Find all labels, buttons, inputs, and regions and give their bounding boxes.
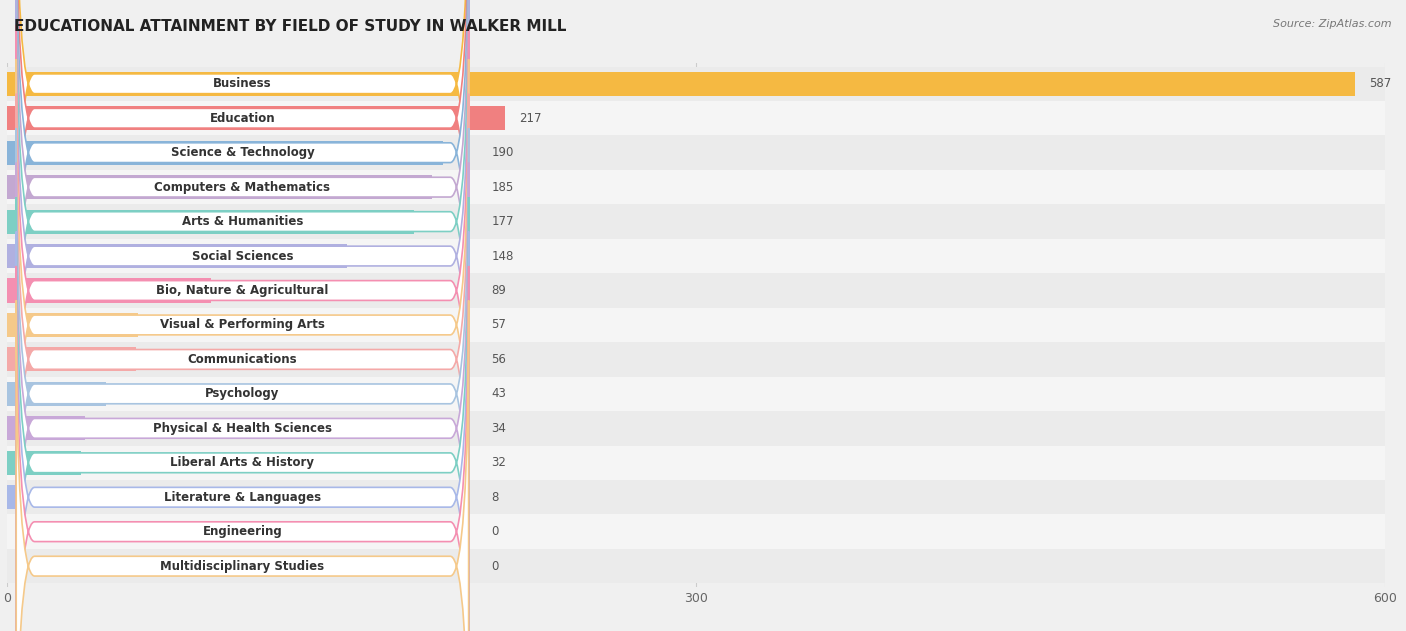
Bar	[7, 514, 1385, 549]
Bar	[7, 170, 1385, 204]
FancyBboxPatch shape	[17, 0, 468, 350]
Text: Engineering: Engineering	[202, 525, 283, 538]
Text: Computers & Mathematics: Computers & Mathematics	[155, 180, 330, 194]
Bar	[7, 342, 1385, 377]
Text: 43: 43	[492, 387, 506, 401]
Text: 32: 32	[492, 456, 506, 469]
Bar	[7, 141, 443, 165]
Bar	[7, 451, 80, 475]
Bar	[7, 416, 86, 440]
Bar	[7, 72, 1355, 96]
Text: Physical & Health Sciences: Physical & Health Sciences	[153, 422, 332, 435]
Text: 217: 217	[519, 112, 541, 125]
Bar	[7, 136, 1385, 170]
Text: 587: 587	[1369, 77, 1391, 90]
FancyBboxPatch shape	[17, 0, 468, 522]
Text: Liberal Arts & History: Liberal Arts & History	[170, 456, 315, 469]
Bar	[7, 66, 1385, 101]
Text: Science & Technology: Science & Technology	[170, 146, 315, 159]
FancyBboxPatch shape	[17, 0, 468, 453]
Text: 0: 0	[492, 525, 499, 538]
Bar	[7, 485, 25, 509]
FancyBboxPatch shape	[17, 128, 468, 631]
FancyBboxPatch shape	[17, 300, 468, 631]
Text: EDUCATIONAL ATTAINMENT BY FIELD OF STUDY IN WALKER MILL: EDUCATIONAL ATTAINMENT BY FIELD OF STUDY…	[14, 19, 567, 34]
Text: 190: 190	[492, 146, 515, 159]
Bar	[7, 101, 1385, 136]
Text: 185: 185	[492, 180, 513, 194]
Bar	[7, 411, 1385, 445]
Bar	[7, 377, 1385, 411]
Bar	[7, 106, 505, 130]
Bar	[7, 480, 1385, 514]
FancyBboxPatch shape	[17, 25, 468, 557]
Text: Communications: Communications	[187, 353, 297, 366]
Bar	[7, 278, 211, 303]
Bar	[7, 175, 432, 199]
Bar	[7, 313, 138, 337]
FancyBboxPatch shape	[17, 197, 468, 631]
Bar	[7, 549, 1385, 584]
Text: 148: 148	[492, 249, 515, 262]
Text: Multidisciplinary Studies: Multidisciplinary Studies	[160, 560, 325, 573]
Bar	[7, 239, 1385, 273]
Text: 177: 177	[492, 215, 515, 228]
Text: Education: Education	[209, 112, 276, 125]
FancyBboxPatch shape	[17, 232, 468, 631]
Text: Visual & Performing Arts: Visual & Performing Arts	[160, 319, 325, 331]
Text: 8: 8	[492, 491, 499, 504]
Text: Literature & Languages: Literature & Languages	[165, 491, 321, 504]
Text: 57: 57	[492, 319, 506, 331]
Bar	[7, 209, 413, 233]
Text: Bio, Nature & Agricultural: Bio, Nature & Agricultural	[156, 284, 329, 297]
Text: 56: 56	[492, 353, 506, 366]
Text: 89: 89	[492, 284, 506, 297]
FancyBboxPatch shape	[17, 93, 468, 625]
Text: Business: Business	[214, 77, 271, 90]
Text: Social Sciences: Social Sciences	[191, 249, 294, 262]
FancyBboxPatch shape	[17, 163, 468, 631]
Bar	[7, 244, 347, 268]
Text: 0: 0	[492, 560, 499, 573]
Bar	[7, 347, 135, 372]
FancyBboxPatch shape	[17, 0, 468, 418]
FancyBboxPatch shape	[17, 0, 468, 384]
FancyBboxPatch shape	[17, 59, 468, 591]
Text: Source: ZipAtlas.com: Source: ZipAtlas.com	[1274, 19, 1392, 29]
Bar	[7, 273, 1385, 308]
Text: Psychology: Psychology	[205, 387, 280, 401]
FancyBboxPatch shape	[17, 0, 468, 487]
Bar	[7, 445, 1385, 480]
Text: 34: 34	[492, 422, 506, 435]
Bar	[7, 382, 105, 406]
Bar	[7, 204, 1385, 239]
Bar	[7, 308, 1385, 342]
Text: Arts & Humanities: Arts & Humanities	[181, 215, 304, 228]
FancyBboxPatch shape	[17, 266, 468, 631]
